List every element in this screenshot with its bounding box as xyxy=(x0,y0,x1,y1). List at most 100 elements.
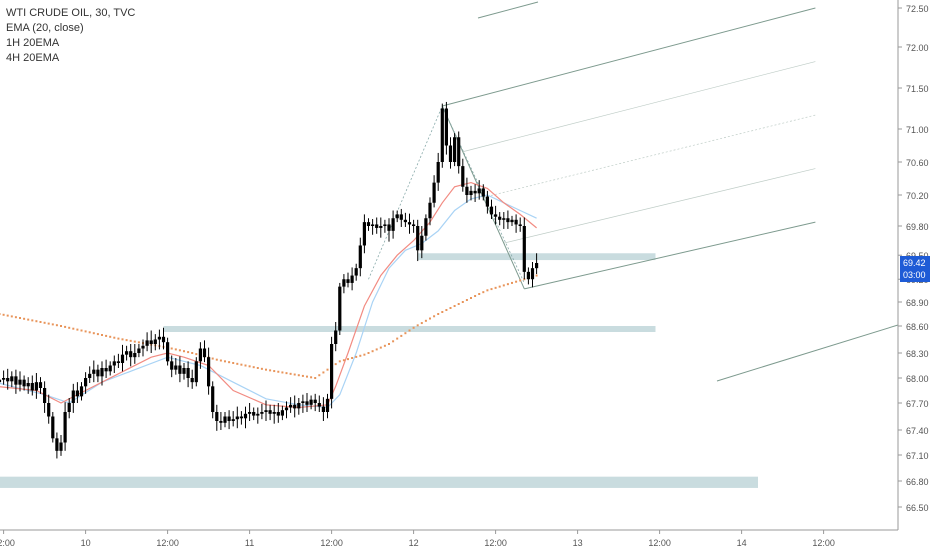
candle-body[interactable] xyxy=(84,378,88,387)
pitchfork-upper-line[interactable] xyxy=(442,7,816,107)
candle-body[interactable] xyxy=(407,222,412,225)
candle-body[interactable] xyxy=(522,226,526,272)
candle-body[interactable] xyxy=(362,222,366,246)
candle-body[interactable] xyxy=(526,271,530,280)
candle-body[interactable] xyxy=(178,365,182,374)
candle-body[interactable] xyxy=(231,419,235,421)
ema-20-line[interactable] xyxy=(0,181,537,409)
candle-body[interactable] xyxy=(325,398,330,412)
candle-body[interactable] xyxy=(256,413,260,416)
candle-body[interactable] xyxy=(383,224,387,226)
candle-body[interactable] xyxy=(535,263,539,269)
candle-body[interactable] xyxy=(198,348,202,362)
candle-body[interactable] xyxy=(0,379,2,383)
candle-body[interactable] xyxy=(34,382,38,391)
candle-body[interactable] xyxy=(63,412,67,443)
candle-body[interactable] xyxy=(243,413,248,419)
candle-body[interactable] xyxy=(55,438,59,451)
candle-body[interactable] xyxy=(30,383,34,391)
candle-body[interactable] xyxy=(453,137,457,162)
candle-body[interactable] xyxy=(428,202,432,219)
candle-body[interactable] xyxy=(22,379,26,387)
candle-body[interactable] xyxy=(338,286,342,331)
candle-body[interactable] xyxy=(280,410,284,416)
candle-body[interactable] xyxy=(120,354,125,363)
candle-body[interactable] xyxy=(284,407,289,411)
candle-body[interactable] xyxy=(391,218,395,231)
symbol-label[interactable]: WTI CRUDE OIL, 30, TVC xyxy=(6,7,136,19)
candle-body[interactable] xyxy=(293,404,297,409)
candle-body[interactable] xyxy=(477,188,481,194)
candle-body[interactable] xyxy=(289,404,293,408)
candle-body[interactable] xyxy=(440,108,444,163)
candle-body[interactable] xyxy=(469,190,473,195)
candle-body[interactable] xyxy=(26,383,30,387)
candle-body[interactable] xyxy=(157,336,161,340)
candle-body[interactable] xyxy=(346,279,350,283)
ema-1h-line[interactable] xyxy=(0,194,537,409)
candle-body[interactable] xyxy=(182,368,186,374)
candle-body[interactable] xyxy=(297,403,301,409)
candle-body[interactable] xyxy=(145,340,149,346)
candle-body[interactable] xyxy=(375,224,379,228)
candle-body[interactable] xyxy=(301,401,305,403)
candle-body[interactable] xyxy=(403,219,407,223)
ema-1h-label[interactable]: 1H 20EMA xyxy=(6,37,60,49)
candle-body[interactable] xyxy=(424,218,428,236)
candle-body[interactable] xyxy=(395,214,399,219)
candle-body[interactable] xyxy=(18,379,22,385)
candle-body[interactable] xyxy=(502,218,506,220)
candle-body[interactable] xyxy=(518,224,522,226)
candle-body[interactable] xyxy=(248,412,252,414)
candle-body[interactable] xyxy=(67,403,71,412)
candle-body[interactable] xyxy=(88,373,92,378)
parallel-segment-top[interactable] xyxy=(477,1,539,19)
candle-body[interactable] xyxy=(330,344,334,399)
candle-body[interactable] xyxy=(38,382,43,388)
candle-body[interactable] xyxy=(6,378,10,382)
candle-body[interactable] xyxy=(92,369,96,374)
candle-body[interactable] xyxy=(313,399,317,403)
candle-body[interactable] xyxy=(125,351,129,355)
candle-body[interactable] xyxy=(473,190,477,194)
candle-body[interactable] xyxy=(108,365,112,372)
candle-body[interactable] xyxy=(420,235,424,251)
candle-body[interactable] xyxy=(342,279,346,287)
candle-body[interactable] xyxy=(96,369,100,377)
candle-body[interactable] xyxy=(186,368,190,378)
candle-body[interactable] xyxy=(153,339,157,345)
candle-body[interactable] xyxy=(379,226,383,228)
pitchfork-lower-line[interactable] xyxy=(524,221,816,290)
candle-body[interactable] xyxy=(305,401,309,405)
candle-body[interactable] xyxy=(276,412,280,416)
candle-body[interactable] xyxy=(170,361,174,370)
ema-label[interactable]: EMA (20, close) xyxy=(6,22,84,34)
candle-body[interactable] xyxy=(264,410,268,412)
candle-body[interactable] xyxy=(129,351,133,358)
candle-body[interactable] xyxy=(444,108,448,146)
candle-body[interactable] xyxy=(133,353,137,358)
candle-body[interactable] xyxy=(485,196,489,207)
candle-body[interactable] xyxy=(260,412,264,414)
candle-body[interactable] xyxy=(202,348,207,358)
candle-body[interactable] xyxy=(412,224,416,226)
candle-body[interactable] xyxy=(161,336,166,343)
candle-body[interactable] xyxy=(43,388,47,403)
candle-body[interactable] xyxy=(457,137,461,167)
parallel-segment-bottom[interactable] xyxy=(716,324,899,382)
candle-body[interactable] xyxy=(309,399,313,405)
candle-body[interactable] xyxy=(399,214,403,220)
candle-body[interactable] xyxy=(432,182,436,203)
candle-body[interactable] xyxy=(215,412,219,421)
candle-body[interactable] xyxy=(387,224,391,231)
candle-body[interactable] xyxy=(104,368,108,372)
candle-body[interactable] xyxy=(461,166,465,187)
ema-4h-label[interactable]: 4H 20EMA xyxy=(6,52,60,64)
candle-body[interactable] xyxy=(79,386,84,397)
candle-body[interactable] xyxy=(494,214,498,217)
candle-body[interactable] xyxy=(268,410,272,414)
candle-body[interactable] xyxy=(71,390,75,404)
candle-body[interactable] xyxy=(100,368,104,377)
candle-body[interactable] xyxy=(514,219,518,225)
zone-1[interactable] xyxy=(163,326,656,332)
